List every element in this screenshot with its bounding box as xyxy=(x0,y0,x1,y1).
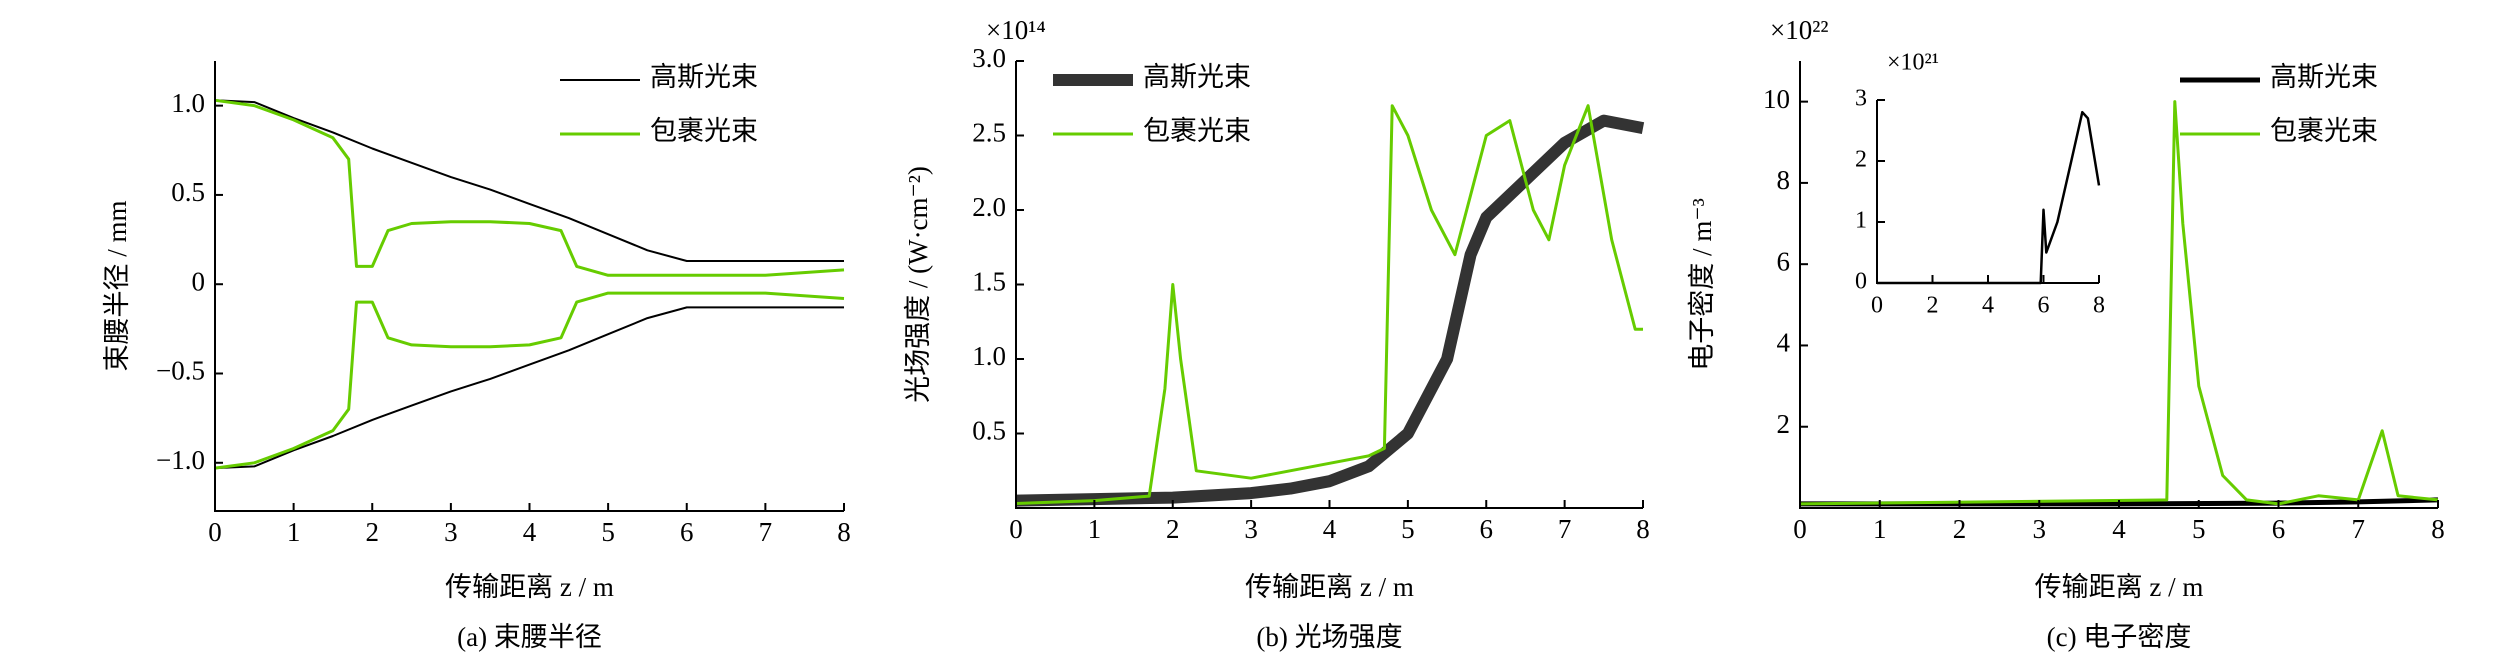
x-tick-label: 0 xyxy=(208,517,222,547)
x-tick-label: 4 xyxy=(523,517,537,547)
x-tick-label: 6 xyxy=(2272,514,2286,544)
y-tick-label: 2.0 xyxy=(972,192,1006,222)
y-axis-label: 电子密度 / m⁻³ xyxy=(1687,198,1717,370)
x-tick-label: 1 xyxy=(1088,514,1102,544)
x-tick-label: 5 xyxy=(2192,514,2206,544)
x-axis-label: 传输距离 z / m xyxy=(1245,572,1414,602)
x-tick-label: 7 xyxy=(1558,514,1572,544)
x-tick-label: 6 xyxy=(1480,514,1494,544)
x-tick-label: 1 xyxy=(287,517,301,547)
x-tick-label: 8 xyxy=(2431,514,2445,544)
y-tick-label: 6 xyxy=(1777,246,1791,276)
axis-line xyxy=(1876,100,2099,284)
x-tick-label: 3 xyxy=(1244,514,1258,544)
y-tick-label: 0.5 xyxy=(171,177,205,207)
x-tick-label: 8 xyxy=(1636,514,1650,544)
y-tick-label: 1 xyxy=(1855,208,1867,234)
caption: (a) 束腰半径 xyxy=(457,622,602,652)
y-tick-label: 3.0 xyxy=(972,43,1006,73)
x-tick-label: 4 xyxy=(2112,514,2126,544)
x-tick-label: 3 xyxy=(444,517,458,547)
legend-label: 高斯光束 xyxy=(2270,62,2378,92)
x-tick-label: 0 xyxy=(1009,514,1023,544)
y-tick-label: 1.0 xyxy=(171,88,205,118)
x-tick-label: 3 xyxy=(2033,514,2047,544)
y-tick-label: −0.5 xyxy=(156,356,205,386)
y-tick-label: 3 xyxy=(1855,86,1867,112)
caption: (c) 电子密度 xyxy=(2047,622,2192,652)
legend-label: 高斯光束 xyxy=(1143,62,1251,92)
data-line xyxy=(1015,114,1645,507)
x-tick-label: 8 xyxy=(837,517,851,547)
y-tick-label: 1.5 xyxy=(972,267,1006,297)
x-axis-label: 传输距离 z / m xyxy=(2035,572,2204,602)
axis-multiplier: ×10¹⁴ xyxy=(986,15,1046,45)
data-line xyxy=(214,306,844,470)
y-tick-label: 10 xyxy=(1763,84,1790,114)
legend-label: 包裹光束 xyxy=(2270,116,2378,146)
x-tick-label: 2 xyxy=(1927,293,1939,319)
axis-multiplier: ×10²¹ xyxy=(1887,50,1939,76)
x-tick-label: 2 xyxy=(1953,514,1967,544)
y-tick-label: 4 xyxy=(1777,328,1791,358)
y-tick-label: 0 xyxy=(1855,269,1867,295)
x-tick-label: 4 xyxy=(1323,514,1337,544)
axis-line xyxy=(1015,61,1643,509)
data-line xyxy=(214,99,844,262)
x-tick-label: 6 xyxy=(2038,293,2050,319)
legend-label: 包裹光束 xyxy=(1143,116,1251,146)
data-line xyxy=(214,98,845,277)
y-tick-label: 2.5 xyxy=(972,118,1006,148)
y-tick-label: 2 xyxy=(1855,147,1867,173)
data-line xyxy=(214,291,845,470)
data-line xyxy=(1015,104,1643,505)
x-tick-label: 0 xyxy=(1871,293,1883,319)
y-tick-label: 2 xyxy=(1777,409,1791,439)
y-tick-label: −1.0 xyxy=(156,445,205,475)
x-tick-label: 8 xyxy=(2093,293,2105,319)
x-tick-label: 4 xyxy=(1982,293,1994,319)
x-tick-label: 5 xyxy=(1401,514,1415,544)
y-tick-label: 0 xyxy=(192,266,206,296)
y-tick-label: 0.5 xyxy=(972,416,1006,446)
x-tick-label: 6 xyxy=(680,517,694,547)
legend-label: 包裹光束 xyxy=(650,116,758,146)
x-tick-label: 2 xyxy=(366,517,380,547)
x-axis-label: 传输距离 z / m xyxy=(445,572,614,602)
x-tick-label: 0 xyxy=(1793,514,1807,544)
y-axis-label: 束腰半径 / mm xyxy=(102,200,132,371)
legend-label: 高斯光束 xyxy=(650,62,758,92)
caption: (b) 光场强度 xyxy=(1256,622,1402,652)
y-tick-label: 1.0 xyxy=(972,341,1006,371)
x-tick-label: 7 xyxy=(759,517,773,547)
y-tick-label: 8 xyxy=(1777,165,1791,195)
data-line xyxy=(1877,110,2101,285)
data-line xyxy=(1799,100,2439,506)
x-tick-label: 5 xyxy=(601,517,615,547)
x-tick-label: 1 xyxy=(1873,514,1887,544)
axis-multiplier: ×10²² xyxy=(1770,15,1828,45)
y-axis-label: 光场强度 / (W·cm⁻²) xyxy=(903,166,933,403)
x-tick-label: 7 xyxy=(2352,514,2366,544)
x-tick-label: 2 xyxy=(1166,514,1180,544)
